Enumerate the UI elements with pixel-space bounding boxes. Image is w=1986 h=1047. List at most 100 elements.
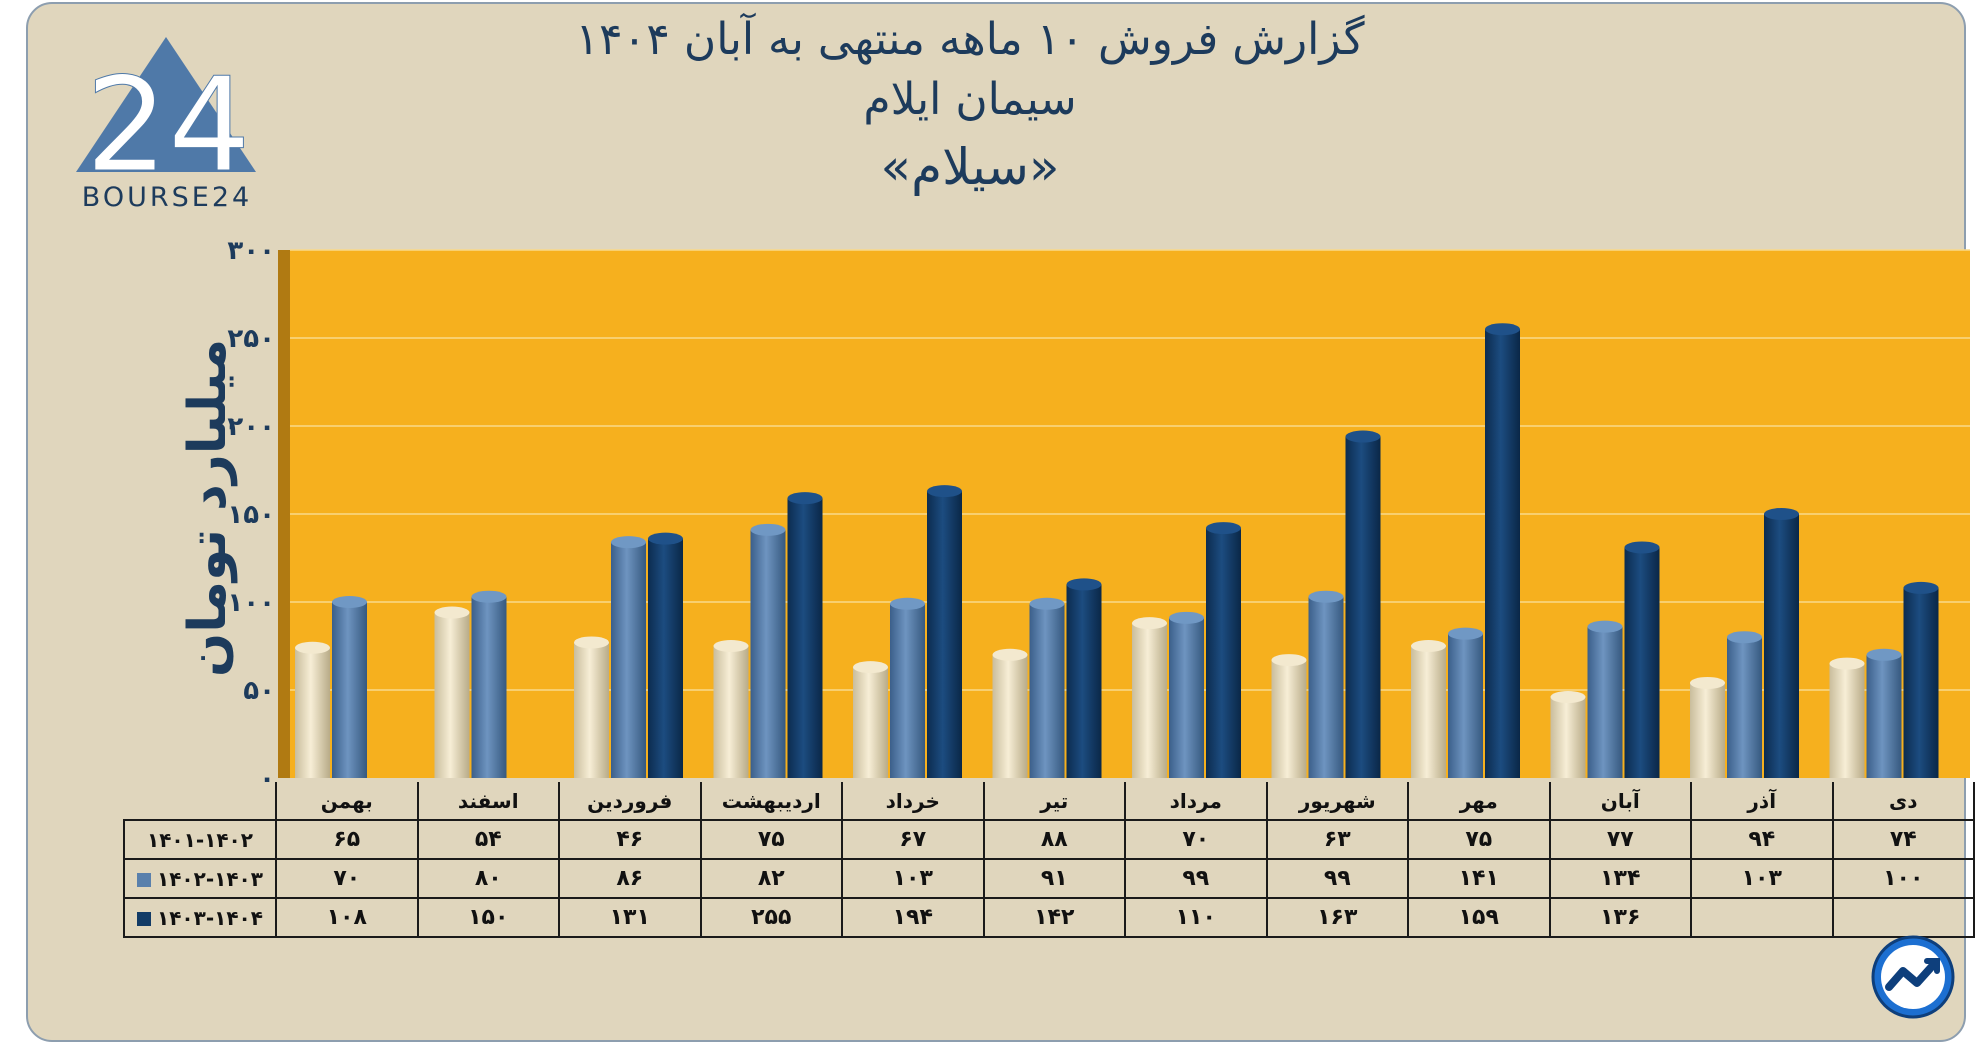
bar-body (332, 602, 367, 778)
bar-2-3 (1485, 323, 1520, 778)
bar-body (1206, 528, 1241, 778)
bar-cap (927, 485, 962, 498)
table-cell (1831, 897, 1975, 938)
table-cell: ۶۳ (1265, 819, 1409, 860)
bar-2-8 (787, 492, 823, 778)
bar-body (927, 491, 962, 778)
bar-cap (648, 532, 683, 545)
bar-1-11 (332, 596, 367, 778)
table-cell: ۱۳۴ (1548, 858, 1692, 899)
bar-cap (787, 492, 823, 505)
table-cell: ۸۶ (558, 858, 702, 899)
y-tick-label: ۲۰۰ (227, 412, 275, 442)
category-label: مهر (1407, 782, 1551, 821)
table-cell: ۱۹۴ (841, 897, 985, 938)
bar-body (1169, 617, 1204, 778)
bar-cap (1764, 508, 1799, 520)
table-cell: ۶۵ (275, 819, 419, 860)
table-cell: ۷۴ (1831, 819, 1975, 860)
table-cell: ۷۰ (1124, 819, 1268, 860)
table-cell: ۵۴ (416, 819, 560, 860)
table-cell: ۲۵۵ (699, 897, 843, 938)
bar-cap (1271, 654, 1307, 667)
bar-body (1448, 633, 1483, 778)
table-cell: ۸۰ (416, 858, 560, 899)
bar-cap (713, 640, 749, 652)
bar-cap (1029, 597, 1065, 610)
y-tick-label: ۰ (259, 764, 275, 794)
bar-0-8 (713, 640, 749, 778)
bar-cap (332, 596, 367, 608)
bar-1-9 (611, 536, 646, 778)
table-cell: ۷۷ (1548, 819, 1692, 860)
bar-body (1829, 663, 1865, 778)
table-cell: ۴۶ (558, 819, 702, 860)
table-cell: ۷۰ (275, 858, 419, 899)
ticker-symbol: «سیلام» (880, 138, 1060, 196)
bar-2-2 (1624, 541, 1660, 778)
bar-2-7 (927, 485, 962, 778)
bar-body (890, 603, 925, 778)
bar-0-7 (853, 661, 888, 778)
bar-cap (434, 606, 470, 619)
table-cell: ۱۵۹ (1407, 897, 1551, 938)
table-cell: ۸۲ (699, 858, 843, 899)
legend-swatch (137, 912, 152, 926)
bar-cap (1169, 611, 1204, 624)
bar-body (1624, 547, 1660, 778)
bar-cap (1903, 581, 1939, 594)
bar-1-3 (1448, 627, 1483, 778)
series-name: ۱۴۰۳-۱۴۰۴ (157, 905, 263, 930)
category-label: اردیبهشت (699, 782, 843, 821)
series-label: ۱۴۰۱-۱۴۰۲ (123, 819, 277, 860)
table-cell: ۶۷ (841, 819, 985, 860)
table-cell: ۱۰۰ (1831, 858, 1975, 899)
y-tick-label: ۱۵۰ (227, 500, 275, 530)
bar-0-0 (1829, 657, 1865, 778)
table-cell: ۱۴۲ (982, 897, 1126, 938)
bar-cap (574, 636, 609, 649)
table-cell: ۹۹ (1124, 858, 1268, 899)
bar-cap (1624, 541, 1660, 554)
bar-body (1345, 436, 1381, 778)
logo-triangle (76, 37, 256, 172)
bar-1-0 (1866, 648, 1902, 778)
bar-body (787, 498, 823, 778)
table-header-row: بهمن اسفند فروردین اردیبهشت خرداد تیر مرداد شهر… (124, 782, 1975, 821)
category-label: آذر (1690, 782, 1834, 821)
bar-body (1029, 603, 1065, 778)
bar-body (434, 612, 470, 778)
category-label: خرداد (841, 782, 985, 821)
chart-title: گزارش فروش ۱۰ ماهه منتهی به آبان ۱۴۰۴ (575, 14, 1365, 65)
bar-cap (1132, 617, 1167, 630)
table-cell: ۱۰۸ (275, 897, 419, 938)
data-table: بهمن اسفند فروردین اردیبهشت خرداد تیر مرداد شهر… (123, 782, 1975, 938)
category-label: بهمن (275, 782, 419, 821)
y-tick-label: ۲۵۰ (227, 324, 275, 354)
bar-body (1727, 637, 1762, 778)
bar-2-1 (1764, 508, 1799, 778)
bar-cap (1345, 430, 1381, 443)
table-cell: ۷۵ (1407, 819, 1551, 860)
bar-1-6 (1029, 597, 1065, 778)
bar-body (574, 642, 609, 778)
y-axis-ticks: ۰ ۵۰ ۱۰۰ ۱۵۰ ۲۰۰ ۲۵۰ ۳۰۰ (227, 236, 275, 794)
bar-2-0 (1903, 581, 1939, 778)
table-cell: ۱۰۳ (1690, 858, 1834, 899)
bar-cap (1690, 676, 1725, 689)
bar-cap (1066, 578, 1102, 591)
bar-body (1903, 587, 1939, 778)
table-cell: ۱۱۰ (1124, 897, 1268, 938)
table-cell (1690, 897, 1834, 938)
bar-cap (1550, 691, 1586, 704)
table-cell: ۱۳۶ (1548, 897, 1692, 938)
bar-cap (611, 536, 646, 549)
bar-cap (853, 661, 888, 674)
series-label: ۱۴۰۳-۱۴۰۴ (123, 897, 277, 938)
bar-cap (750, 523, 786, 536)
category-label: دی (1831, 782, 1975, 821)
bourse24-logo: 24 (76, 37, 256, 202)
table-row: ۱۴۰۱-۱۴۰۲ ۶۵ ۵۴ ۴۶ ۷۵ ۶۷ ۸۸ ۷۰ ۶۳ ۷۵ ۷۷ ۹۴ ۷۴ (123, 819, 1975, 860)
bar-0-11 (295, 641, 330, 778)
logo-mark: 24 (85, 49, 250, 201)
